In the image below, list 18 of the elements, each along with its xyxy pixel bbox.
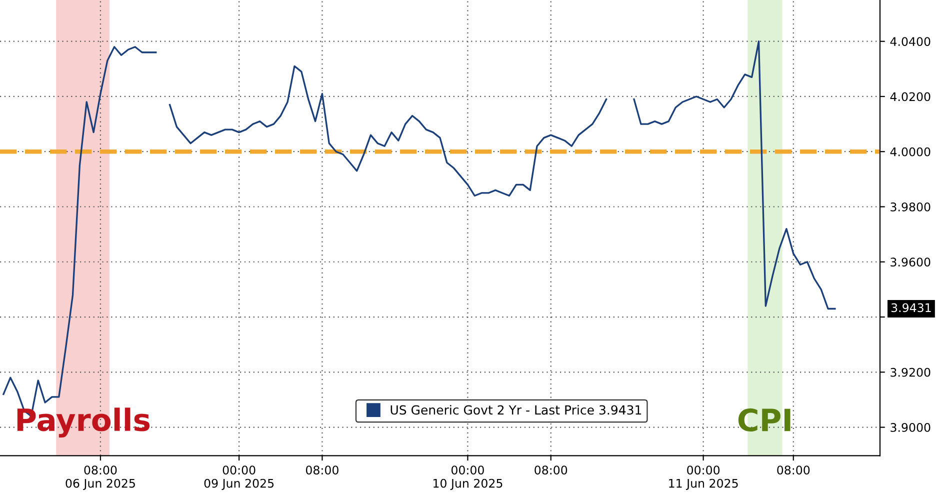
x-tick-label: 08:00 06 Jun 2025 <box>66 466 135 490</box>
x-tick-label: 08:00 <box>306 466 338 475</box>
x-tick-label: 00:00 10 Jun 2025 <box>434 466 502 490</box>
y-tick-label: 3.9200 <box>890 368 930 377</box>
y-tick-label: 3.9600 <box>890 258 930 267</box>
y-tick-label: 3.9800 <box>890 202 930 212</box>
y-tick-label: 4.0000 <box>890 147 930 156</box>
x-tick-label: 08:00 <box>777 466 810 475</box>
x-tick-label: 00:00 11 Jun 2025 <box>669 466 738 490</box>
x-tick-label: 08:00 <box>534 466 568 475</box>
x-tick-label: 00:00 09 Jun 2025 <box>204 466 274 490</box>
annotation: CPI <box>738 408 790 432</box>
annotation: Payrolls <box>17 408 150 438</box>
y-tick-label: 4.0400 <box>890 37 930 46</box>
y-tick-label: 3.9000 <box>890 423 930 432</box>
y-tick-label: 4.0200 <box>890 92 930 102</box>
text: 3.9431 <box>891 303 931 312</box>
legend-label: US Generic Govt 2 Yr - Last Price 3.9431 <box>390 404 642 415</box>
